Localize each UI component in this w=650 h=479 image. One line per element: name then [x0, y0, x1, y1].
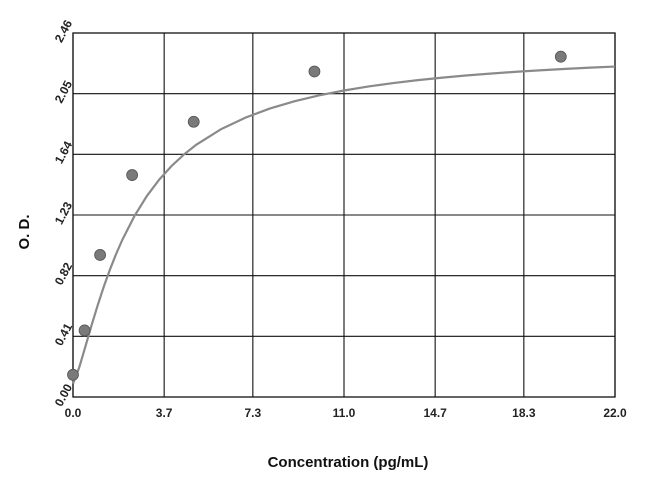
y-tick-label: 2.46: [52, 17, 75, 44]
data-point: [94, 249, 106, 261]
y-tick-label: 0.82: [52, 260, 75, 287]
data-point: [126, 169, 139, 181]
grid-lines: [72, 32, 616, 398]
fit-curve-layer: [71, 65, 616, 385]
y-tick-label: 0.00: [52, 381, 75, 408]
data-points-layer: [67, 50, 567, 381]
x-tick-label: 22.0: [603, 406, 627, 420]
data-point: [67, 368, 79, 381]
x-tick-label: 11.0: [333, 406, 356, 420]
fit-curve-line: [71, 65, 616, 385]
y-tick-label: 0.41: [52, 321, 75, 348]
y-tick-labels: 0.00 0.41 0.82 1.23 1.64 2.05 2.46: [52, 17, 75, 408]
x-tick-label: 18.3: [512, 406, 536, 420]
x-tick-label: 3.7: [156, 406, 173, 420]
data-point: [78, 324, 91, 337]
data-point: [554, 50, 567, 63]
y-tick-label: 2.05: [52, 78, 75, 105]
data-point: [187, 115, 200, 128]
x-tick-label: 0.0: [65, 406, 82, 420]
x-tick-label: 14.7: [423, 406, 447, 420]
x-axis-title: Concentration (pg/mL): [268, 454, 429, 471]
y-axis-title: O. D.: [16, 214, 33, 249]
data-point: [308, 65, 321, 78]
x-tick-labels: 0.0 3.7 7.3 11.0 14.7 18.3 22.0: [65, 406, 627, 420]
x-tick-label: 7.3: [245, 406, 262, 420]
y-tick-label: 1.23: [52, 199, 75, 226]
y-tick-label: 1.64: [52, 139, 75, 166]
plot-frame: [72, 32, 616, 398]
